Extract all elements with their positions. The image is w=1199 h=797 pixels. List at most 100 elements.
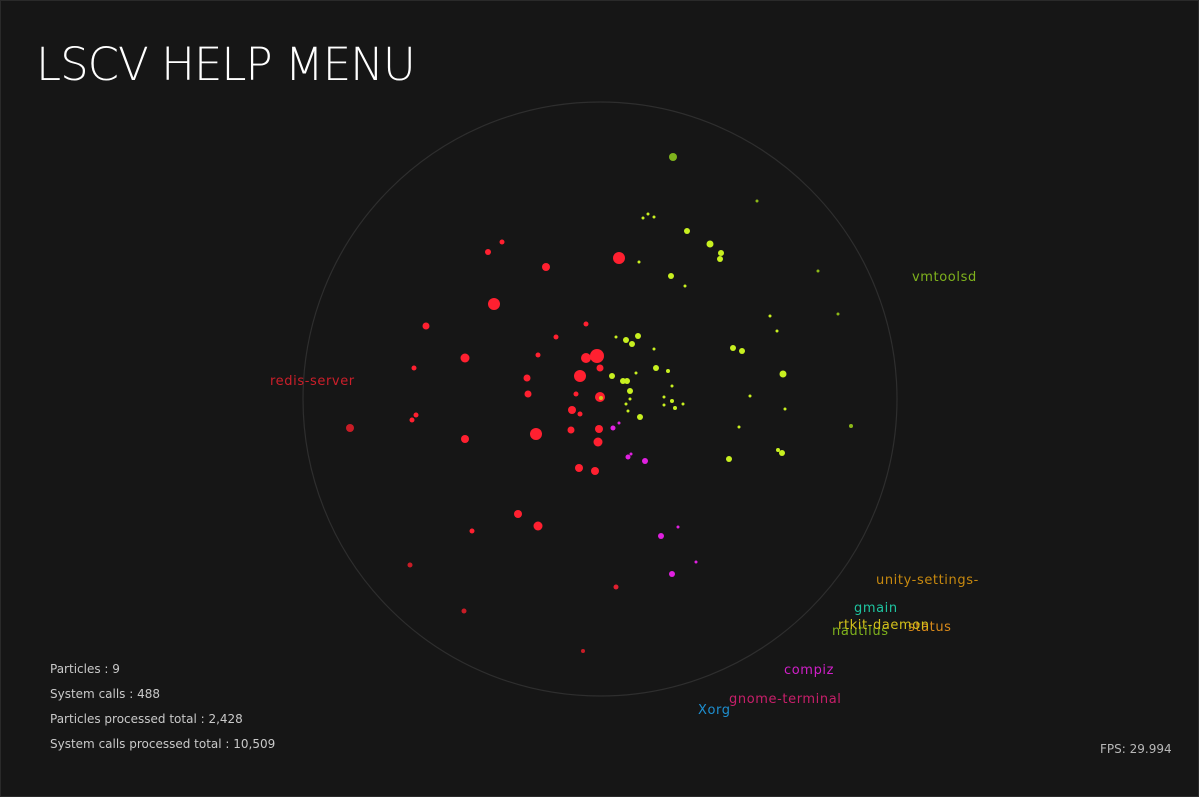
stat-particles-total: Particles processed total : 2,428 (50, 712, 243, 726)
particle (409, 417, 415, 423)
particle (590, 349, 604, 363)
particle (514, 510, 522, 518)
process-label-compiz[interactable]: compiz (784, 663, 835, 678)
particle (676, 525, 680, 529)
particle (681, 402, 685, 406)
particle (776, 448, 780, 452)
particle (646, 212, 650, 216)
fps-counter: FPS: 29.994 (1100, 742, 1172, 756)
particle (595, 425, 603, 433)
particle (613, 584, 619, 590)
particle (783, 407, 787, 411)
particle (816, 269, 820, 273)
particle (662, 395, 666, 399)
particle (669, 571, 675, 577)
particle (542, 263, 550, 271)
particle (568, 406, 576, 414)
particle (768, 314, 772, 318)
particle (730, 345, 736, 351)
particle (581, 353, 591, 363)
particle (575, 464, 583, 472)
particle (533, 521, 543, 531)
particle (775, 329, 779, 333)
particle (609, 373, 615, 379)
particle (626, 409, 630, 413)
particle (629, 341, 635, 347)
particle (669, 153, 677, 161)
particle (634, 371, 638, 375)
particle (577, 411, 583, 417)
particle (779, 370, 787, 378)
particle (499, 239, 505, 245)
particle (614, 335, 618, 339)
particle (755, 199, 759, 203)
particle (641, 216, 645, 220)
particle (624, 402, 628, 406)
particle (591, 467, 599, 475)
particle (779, 450, 785, 456)
particle (461, 435, 469, 443)
particle (461, 608, 467, 614)
particle (652, 347, 656, 351)
particle (613, 252, 625, 264)
particle (684, 228, 690, 234)
particle (718, 250, 724, 256)
particle (642, 458, 648, 464)
process-label-redis-server[interactable]: redis-server (270, 374, 355, 389)
particle (573, 391, 579, 397)
process-label-status[interactable]: status (908, 620, 952, 635)
particle (737, 425, 741, 429)
stat-system-calls-total: System calls processed total : 10,509 (50, 737, 276, 751)
particle (637, 414, 643, 420)
particle (627, 388, 633, 394)
particle (523, 374, 531, 382)
particle (652, 215, 656, 219)
particle (460, 353, 470, 363)
particle (748, 394, 752, 398)
particle (653, 365, 659, 371)
process-label-nautilus[interactable]: nautilus (832, 624, 889, 639)
particle (567, 426, 575, 434)
particle (488, 298, 500, 310)
particle (849, 424, 853, 428)
particle (617, 421, 621, 425)
process-label-gnome-terminal[interactable]: gnome-terminal (729, 692, 842, 707)
process-label-xorg[interactable]: Xorg (698, 703, 731, 718)
particle (637, 260, 641, 264)
particle (553, 334, 559, 340)
particle (610, 425, 616, 431)
particle (535, 352, 541, 358)
particle (485, 249, 491, 255)
particle (583, 321, 589, 327)
particle (623, 337, 629, 343)
particle (581, 649, 585, 653)
particle (596, 364, 604, 372)
page-title: LSCV HELP MENU (36, 38, 416, 91)
particle (726, 456, 732, 462)
particle (628, 397, 632, 401)
particle (593, 437, 603, 447)
particle (422, 322, 430, 330)
particle (706, 240, 714, 248)
process-label-gmain[interactable]: gmain (854, 601, 898, 616)
particle (683, 284, 687, 288)
particle (574, 370, 586, 382)
process-label-rtkit-daemon[interactable]: rtkit-daemon (838, 618, 930, 633)
particle-layer (346, 153, 853, 653)
orbit-boundary (302, 101, 898, 697)
particle (629, 452, 633, 456)
particle (624, 378, 630, 384)
particle (668, 273, 674, 279)
particle (739, 348, 745, 354)
process-label-unity-settings[interactable]: unity-settings- (876, 573, 979, 588)
particle (694, 560, 698, 564)
particle (530, 428, 542, 440)
particle (635, 333, 641, 339)
stat-particles: Particles : 9 (50, 662, 120, 676)
process-label-vmtoolsd[interactable]: vmtoolsd (912, 270, 977, 285)
particle (670, 399, 674, 403)
particle (346, 424, 354, 432)
particle (625, 454, 631, 460)
particle (717, 256, 723, 262)
